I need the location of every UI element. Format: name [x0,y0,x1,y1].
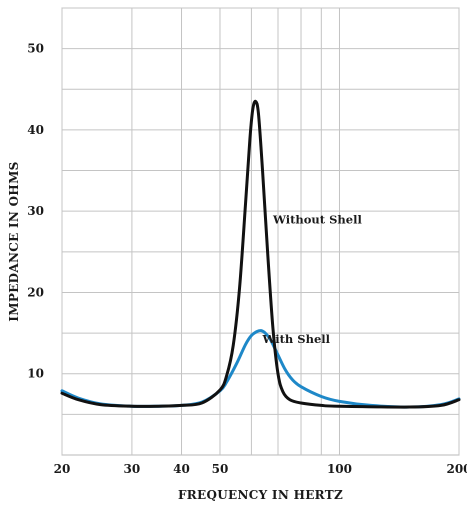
annotation-with-shell: With Shell [262,332,331,346]
x-tick-label: 200 [446,462,467,476]
grid [61,7,460,456]
series-line-without-shell [60,99,461,409]
y-tick-label: 50 [27,42,44,56]
series-lines [60,99,461,409]
y-axis-title: IMPEDANCE IN OHMS [7,161,21,321]
x-tick-label: 100 [327,462,352,476]
y-tick-label: 20 [27,285,44,299]
annotations: Without Shell With Shell [262,212,363,345]
x-tick-label: 50 [212,462,229,476]
y-tick-label: 30 [27,204,44,218]
plot-frame [61,7,460,456]
x-tick-label: 20 [54,462,71,476]
x-tick-label: 40 [173,462,190,476]
x-tick-label: 30 [124,462,141,476]
x-axis-title: FREQUENCY IN HERTZ [178,488,343,502]
series-line-with-shell [60,329,461,409]
annotation-without-shell: Without Shell [272,212,362,226]
tick-labels: 20 30 40 50 100 200 10 20 30 40 50 [27,42,467,476]
y-tick-label: 40 [27,123,44,137]
y-tick-label: 10 [27,367,44,381]
